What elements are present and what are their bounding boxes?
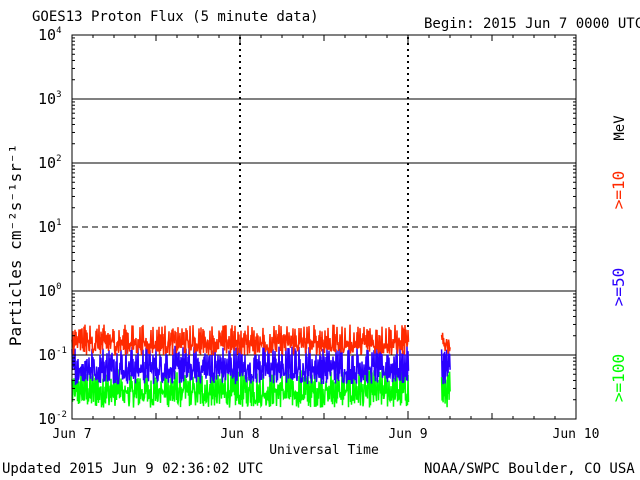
x-axis-label: Universal Time (269, 443, 379, 458)
legend-units: MeV (612, 115, 628, 141)
grid-layer (72, 37, 576, 356)
chart-title: GOES13 Proton Flux (5 minute data) (32, 9, 319, 25)
y-axis-label: Particles cm⁻²s⁻¹sr⁻¹ (6, 144, 25, 346)
y-tick-label: 100 (38, 282, 61, 300)
series-trace-2 (440, 369, 451, 408)
series-trace-1 (71, 345, 410, 386)
x-tick-label: Jun 7 (52, 427, 91, 442)
y-tick-labels: 104 103 102 101 100 10-1 10-2 (38, 26, 576, 428)
x-tick-labels: Jun 7 Jun 8 Jun 9 Jun 10 (52, 35, 599, 442)
series-trace-0 (440, 332, 451, 354)
begin-date-label: Begin: 2015 Jun 7 0000 UTC (424, 16, 640, 32)
y-tick-label: 101 (38, 218, 61, 236)
x-tick-label: Jun 9 (388, 427, 427, 442)
updated-timestamp: Updated 2015 Jun 9 02:36:02 UTC (2, 461, 264, 477)
y-tick-label: 10-2 (38, 410, 67, 428)
legend-series-gt50: >=50 (609, 268, 628, 307)
series-trace-0 (71, 324, 410, 357)
series-trace-2 (71, 369, 410, 409)
y-tick-label: 102 (38, 154, 61, 172)
x-tick-label: Jun 8 (220, 427, 259, 442)
y-tick-label: 104 (38, 26, 61, 44)
y-tick-label: 10-1 (38, 346, 67, 364)
data-layer (71, 324, 451, 409)
y-tick-label: 103 (38, 90, 61, 108)
legend-series-gt100: >=100 (609, 354, 628, 402)
x-tick-label: Jun 10 (553, 427, 600, 442)
legend-series-gt10: >=10 (609, 171, 628, 210)
credit-label: NOAA/SWPC Boulder, CO USA (424, 461, 635, 477)
